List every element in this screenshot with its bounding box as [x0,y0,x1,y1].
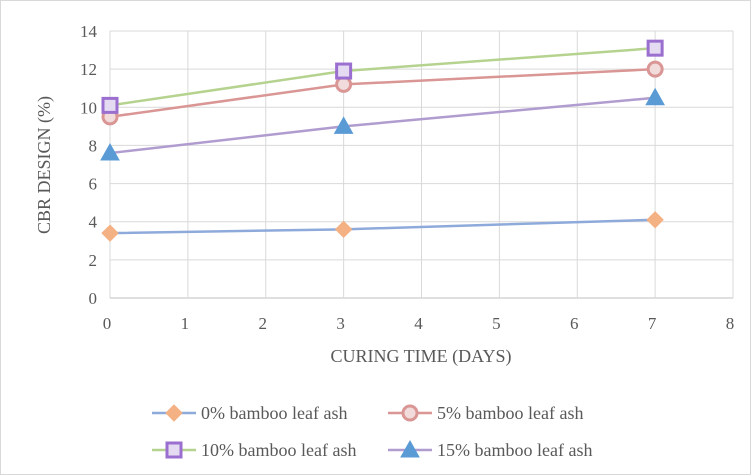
legend: 0% bamboo leaf ash 5% bamboo leaf ash 10% … [152,403,592,460]
x-tick-label: 8 [726,314,735,333]
data-point [333,116,354,134]
y-tick-label: 8 [89,136,98,155]
data-point [334,220,353,239]
y-tick-label: 12 [80,60,97,79]
data-point [101,96,119,114]
data-point [100,143,120,161]
y-tick-label: 4 [89,213,98,232]
data-point [646,39,664,57]
legend-marker [401,404,419,422]
legend-marker [165,441,183,459]
data-markers [100,39,665,242]
y-tick-label: 14 [80,22,98,41]
legend-label: 15% bamboo leaf ash [437,440,592,460]
x-tick-label: 3 [336,314,345,333]
series-lines [109,46,656,235]
x-tick-label: 6 [570,314,579,333]
legend-marker [400,439,420,458]
x-tick-label: 1 [181,314,190,333]
y-axis-title: CBR DESIGN (%) [34,96,55,234]
legend-label: 0% bamboo leaf ash [201,403,347,423]
x-tick-label: 5 [492,314,501,333]
y-tick-label: 10 [80,98,97,117]
x-axis-title: CURING TIME (DAYS) [330,346,511,367]
data-point [101,224,119,242]
data-point [646,211,664,229]
data-point [645,87,665,106]
x-tick-label: 7 [648,314,657,333]
legend-label: 5% bamboo leaf ash [437,403,583,423]
data-point [646,60,664,78]
y-tick-label: 2 [89,251,98,270]
x-tick-label: 2 [259,314,268,333]
legend-marker [165,404,183,422]
y-tick-label: 6 [89,175,98,194]
x-tick-label: 0 [103,314,112,333]
series-line [109,46,656,107]
y-tick-label: 0 [89,289,98,308]
legend-label: 10% bamboo leaf ash [201,440,356,460]
data-point [335,62,353,80]
x-tick-label: 4 [414,314,423,333]
